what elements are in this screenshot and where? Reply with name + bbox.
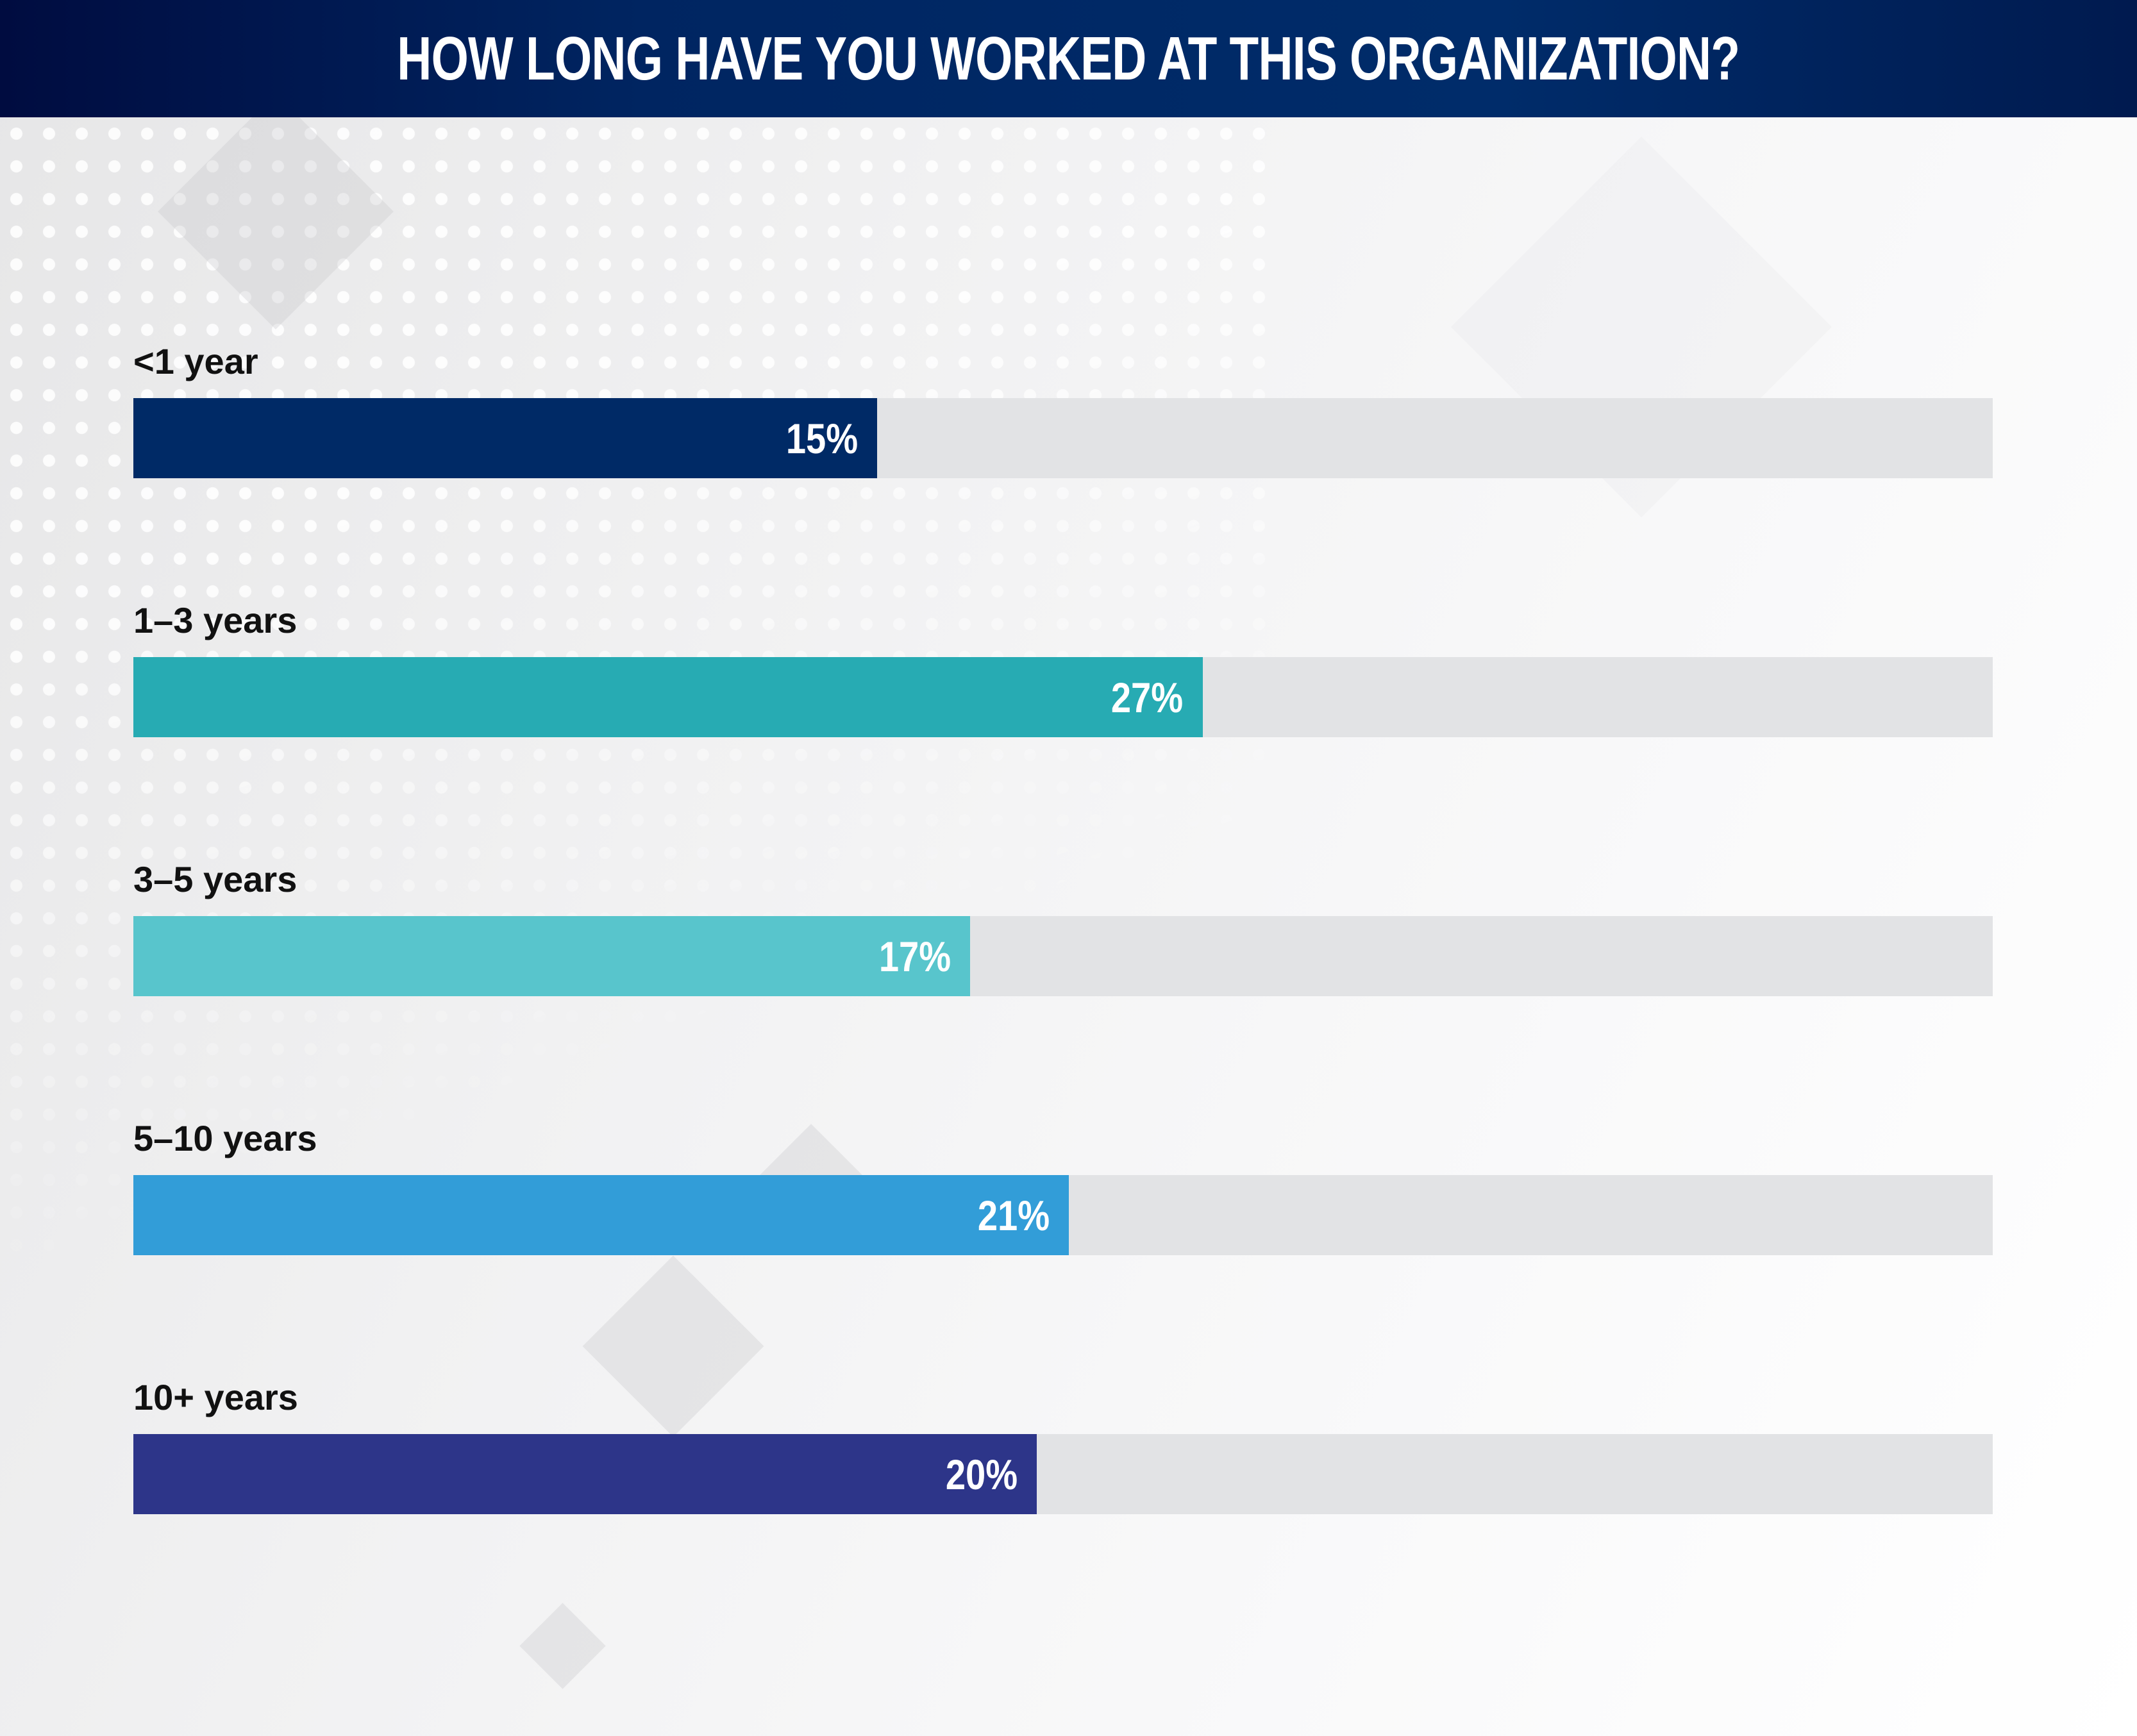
bar-track: 17% — [133, 916, 1993, 996]
value-label: 27% — [1111, 673, 1184, 721]
bar-track: 21% — [133, 1175, 1993, 1255]
chart-header: HOW LONG HAVE YOU WORKED AT THIS ORGANIZ… — [0, 0, 2137, 117]
bar-track: 15% — [133, 398, 1993, 478]
category-label: 3–5 years — [133, 859, 298, 899]
background-diamond — [519, 1603, 606, 1689]
value-label: 20% — [946, 1450, 1018, 1498]
bar-track: 27% — [133, 657, 1993, 737]
category-label: 5–10 years — [133, 1118, 317, 1158]
bar: 20% — [133, 1434, 1037, 1514]
value-label: 17% — [878, 932, 951, 980]
chart-title: HOW LONG HAVE YOU WORKED AT THIS ORGANIZ… — [397, 24, 1741, 93]
bar: 15% — [133, 398, 877, 478]
category-label: <1 year — [133, 341, 258, 381]
category-label: 10+ years — [133, 1377, 298, 1417]
bar-track: 20% — [133, 1434, 1993, 1514]
value-label: 15% — [785, 414, 858, 462]
bar: 17% — [133, 916, 970, 996]
bar: 21% — [133, 1175, 1069, 1255]
category-label: 1–3 years — [133, 600, 298, 640]
bar: 27% — [133, 657, 1203, 737]
value-label: 21% — [977, 1191, 1050, 1239]
